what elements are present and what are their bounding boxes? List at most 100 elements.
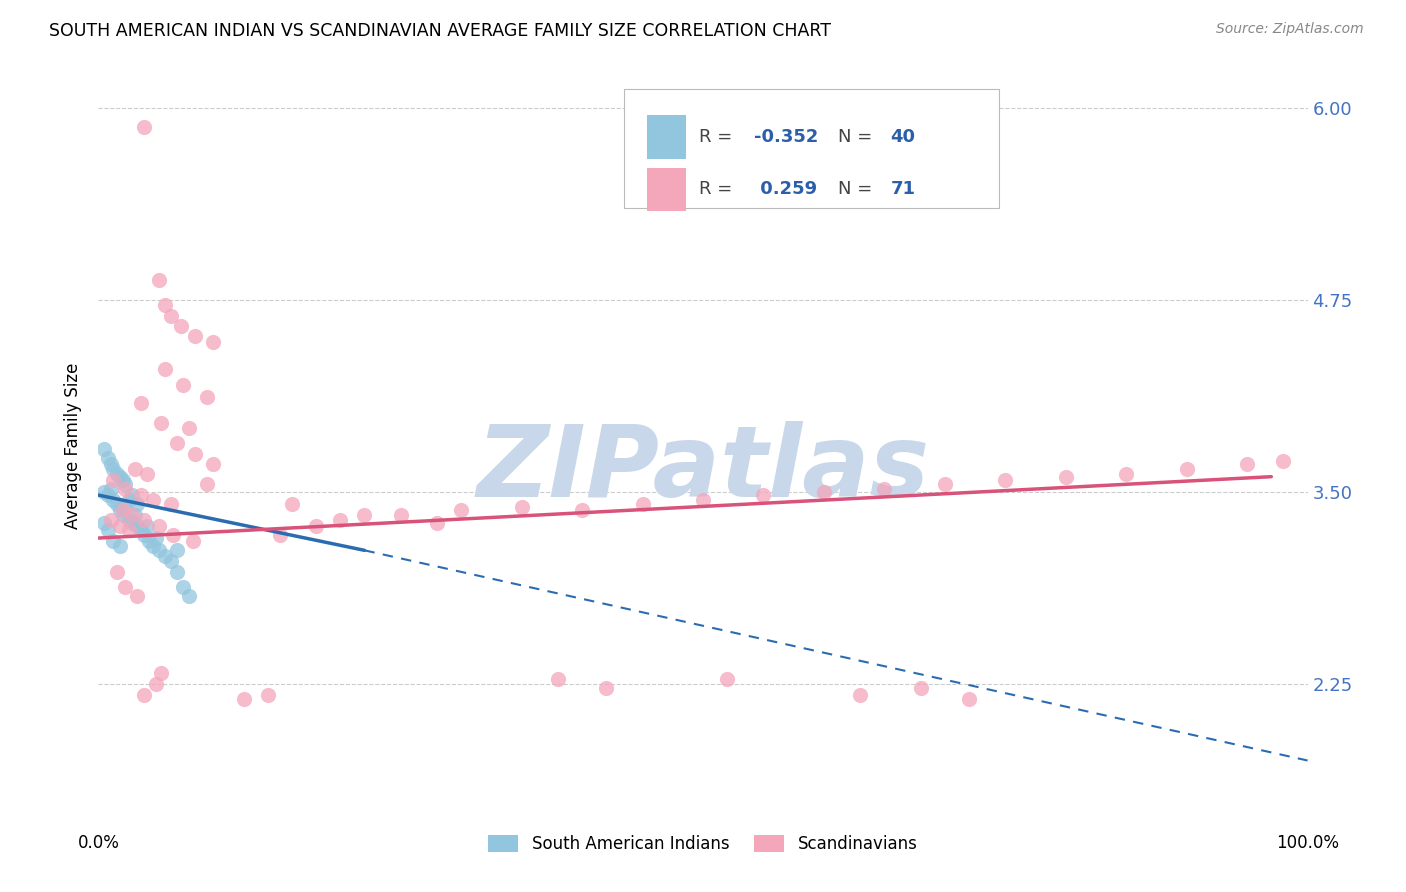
Point	[426, 516, 449, 530]
Point	[752, 488, 775, 502]
Point	[121, 508, 143, 522]
Point	[873, 482, 896, 496]
Point	[162, 528, 184, 542]
Point	[910, 681, 932, 696]
Point	[692, 492, 714, 507]
Point	[134, 513, 156, 527]
Point	[105, 467, 128, 481]
Point	[510, 500, 533, 515]
Point	[134, 688, 156, 702]
Point	[150, 416, 173, 430]
Point	[148, 273, 170, 287]
Point	[1054, 469, 1077, 483]
Point	[256, 688, 278, 702]
Point	[150, 666, 173, 681]
Point	[148, 543, 170, 558]
Point	[142, 492, 165, 507]
Point	[160, 497, 183, 511]
Point	[166, 436, 188, 450]
Point	[547, 672, 569, 686]
Text: 71: 71	[890, 180, 915, 198]
FancyBboxPatch shape	[624, 89, 1000, 208]
Point	[1115, 467, 1137, 481]
Point	[202, 334, 225, 349]
Point	[166, 543, 188, 558]
Point	[716, 672, 738, 686]
Point	[166, 565, 188, 579]
Point	[849, 688, 872, 702]
Point	[101, 534, 124, 549]
Point	[232, 692, 254, 706]
Point	[121, 488, 143, 502]
Point	[145, 677, 167, 691]
Point	[1236, 458, 1258, 472]
Point	[329, 513, 352, 527]
Point	[202, 458, 225, 472]
Point	[124, 508, 146, 522]
Text: N =: N =	[838, 128, 879, 146]
Point	[181, 534, 204, 549]
Point	[105, 565, 128, 579]
Point	[97, 524, 120, 538]
Point	[934, 477, 956, 491]
Point	[127, 518, 149, 533]
Text: N =: N =	[838, 180, 879, 198]
Point	[153, 362, 176, 376]
Point	[114, 500, 136, 515]
Point	[184, 328, 207, 343]
Point	[145, 531, 167, 545]
Point	[179, 420, 201, 434]
Text: SOUTH AMERICAN INDIAN VS SCANDINAVIAN AVERAGE FAMILY SIZE CORRELATION CHART: SOUTH AMERICAN INDIAN VS SCANDINAVIAN AV…	[49, 22, 831, 40]
Point	[195, 477, 218, 491]
Y-axis label: Average Family Size: Average Family Size	[65, 363, 83, 529]
Point	[134, 528, 156, 542]
Point	[160, 309, 183, 323]
Point	[389, 508, 412, 522]
Point	[100, 513, 122, 527]
Point	[179, 590, 201, 604]
Point	[101, 473, 124, 487]
Point	[118, 513, 141, 527]
Legend: South American Indians, Scandinavians: South American Indians, Scandinavians	[482, 828, 924, 860]
Point	[121, 516, 143, 530]
Point	[957, 692, 980, 706]
Point	[118, 492, 141, 507]
Point	[160, 554, 183, 568]
FancyBboxPatch shape	[647, 115, 686, 159]
Point	[450, 503, 472, 517]
Point	[813, 485, 835, 500]
Point	[353, 508, 375, 522]
Point	[127, 497, 149, 511]
Point	[111, 508, 134, 522]
Point	[108, 518, 131, 533]
Point	[127, 590, 149, 604]
Point	[169, 319, 191, 334]
Point	[93, 485, 115, 500]
Point	[114, 580, 136, 594]
Point	[135, 467, 157, 481]
Point	[1175, 462, 1198, 476]
FancyBboxPatch shape	[647, 168, 686, 211]
Point	[101, 462, 124, 476]
Text: -0.352: -0.352	[754, 128, 818, 146]
Point	[108, 469, 131, 483]
Text: R =: R =	[699, 180, 738, 198]
Point	[93, 442, 115, 456]
Point	[172, 580, 194, 594]
Point	[111, 503, 134, 517]
Text: 0.259: 0.259	[754, 180, 817, 198]
Point	[124, 462, 146, 476]
Point	[595, 681, 617, 696]
Point	[281, 497, 304, 511]
Point	[108, 503, 131, 517]
Point	[305, 518, 328, 533]
Point	[1272, 454, 1295, 468]
Point	[129, 396, 152, 410]
Point	[195, 390, 218, 404]
Point	[108, 539, 131, 553]
Point	[101, 492, 124, 507]
Point	[148, 518, 170, 533]
Point	[118, 524, 141, 538]
Point	[184, 447, 207, 461]
Point	[138, 534, 160, 549]
